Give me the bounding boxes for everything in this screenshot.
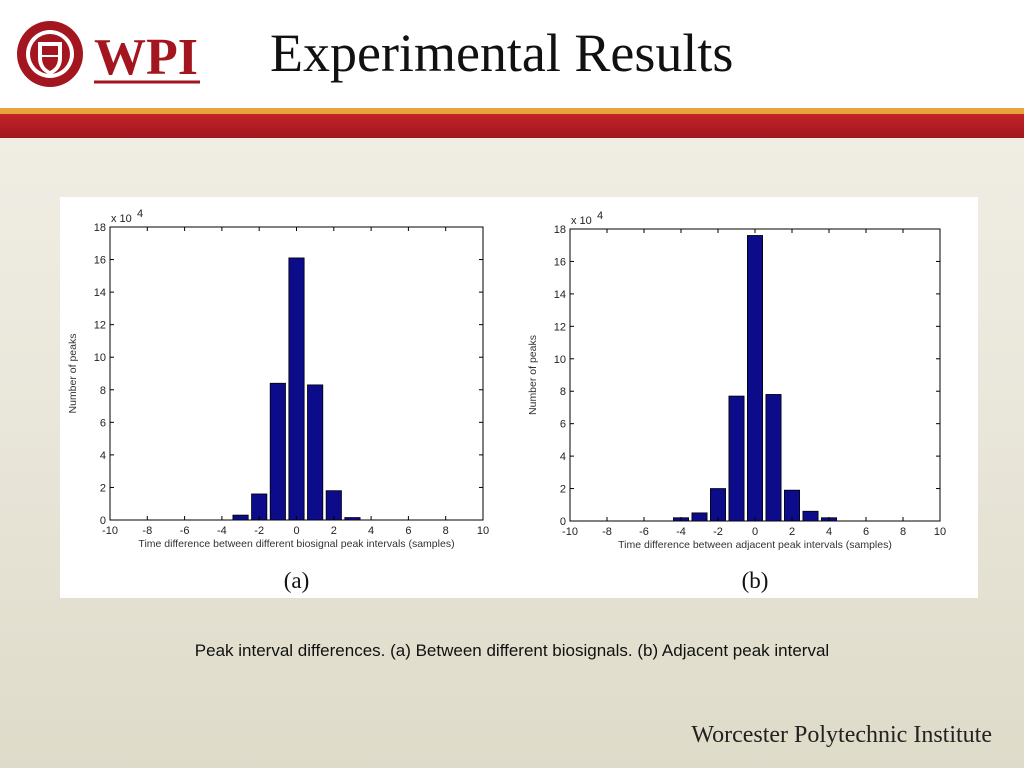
- chart-b-bar: [765, 394, 782, 522]
- figure-caption: Peak interval differences. (a) Between d…: [194, 641, 830, 660]
- chart-b-xtick-label: -6: [639, 526, 649, 538]
- chart-a-xtick-label: 10: [477, 525, 489, 537]
- chart-a-xtick-label: 2: [331, 525, 337, 537]
- chart-b-xtick-label: -2: [713, 526, 723, 538]
- chart-a-ytick-label: 6: [100, 417, 106, 429]
- chart-b-ytick-label: 6: [560, 419, 566, 431]
- chart-a-bar: [307, 384, 324, 521]
- chart-b-y-axis-label: Number of peaks: [527, 335, 539, 415]
- chart-b-xtick-label: -10: [562, 526, 578, 538]
- chart-a-ytick-label: 12: [94, 320, 106, 332]
- chart-b-xtick-label: -8: [602, 526, 612, 538]
- chart-a-ytick-label: 16: [94, 255, 106, 267]
- chart-b-bar: [691, 512, 708, 522]
- chart-b-bar: [784, 489, 800, 522]
- chart-b-xtick-label: 8: [900, 526, 906, 538]
- chart-a-bar: [288, 257, 305, 521]
- chart-b-ytick-label: 2: [560, 484, 566, 496]
- wpi-logo: WPI: [17, 21, 202, 87]
- chart-b-ytick-label: 18: [554, 224, 566, 236]
- slide-header: WPI Experimental Results: [0, 0, 1024, 108]
- chart-b-ytick-label: 10: [554, 354, 566, 366]
- chart-b-panel-label: (b): [742, 568, 769, 593]
- chart-a-ytick-label: 2: [100, 482, 106, 494]
- chart-a-ytick-label: 8: [100, 385, 106, 397]
- chart-a-x-axis-label: Time difference between different biosig…: [138, 538, 454, 550]
- header-band-orange: [0, 108, 1024, 114]
- chart-a-ytick-label: 18: [94, 222, 106, 234]
- chart-b-bar: [802, 510, 819, 522]
- chart-a-y-multiplier: x 10: [111, 213, 132, 225]
- chart-b-ytick-label: 8: [560, 386, 566, 398]
- chart-b-y-multiplier: x 10: [571, 215, 592, 227]
- chart-b-bar: [728, 395, 745, 522]
- chart-a-ytick-label: 4: [100, 450, 106, 462]
- chart-a-bar: [232, 514, 249, 521]
- chart-b-xtick-label: 4: [826, 526, 832, 538]
- chart-b-xtick-label: 0: [752, 526, 758, 538]
- chart-b-ytick-label: 12: [554, 321, 566, 333]
- chart-a-xtick-label: 0: [293, 525, 299, 537]
- chart-b-ytick-label: 0: [560, 516, 566, 528]
- chart-a-bar: [344, 517, 361, 521]
- chart-b-y-multiplier-exponent: 4: [597, 210, 603, 222]
- chart-a-xtick-label: -4: [217, 525, 227, 537]
- chart-b-xtick-label: 6: [863, 526, 869, 538]
- chart-b-bar: [747, 235, 763, 522]
- chart-a-xtick-label: 4: [368, 525, 374, 537]
- slide-title: Experimental Results: [270, 23, 734, 83]
- chart-a-xtick-label: -6: [180, 525, 190, 537]
- chart-b-xtick-label: -4: [676, 526, 686, 538]
- chart-b-ytick-label: 16: [554, 256, 566, 268]
- chart-a-xtick-label: -2: [254, 525, 264, 537]
- chart-a-bar: [269, 382, 286, 521]
- header-band-red: [0, 114, 1024, 138]
- chart-a-panel-label: (a): [284, 568, 310, 593]
- chart-b-xtick-label: 10: [934, 526, 946, 538]
- chart-b-xtick-label: 2: [789, 526, 795, 538]
- chart-a-xtick-label: -10: [102, 525, 118, 537]
- svg-text:WPI: WPI: [94, 29, 198, 86]
- chart-a-y-multiplier-exponent: 4: [137, 208, 143, 220]
- chart-a-ytick-label: 0: [100, 515, 106, 527]
- footer-institution: Worcester Polytechnic Institute: [691, 722, 992, 748]
- chart-b-bar: [710, 488, 726, 522]
- chart-b-ytick-label: 14: [554, 289, 566, 301]
- chart-a-ytick-label: 14: [94, 287, 106, 299]
- chart-a-xtick-label: -8: [142, 525, 152, 537]
- chart-a-ytick-label: 10: [94, 352, 106, 364]
- figure-panel: -10 -8 -6 -4 -2 0 2 4 6 8 10 0 2 4 6 8 10 12 14 16 18 x 10 4 Ti…: [60, 197, 978, 598]
- chart-b-ytick-label: 4: [560, 451, 566, 463]
- chart-a-xtick-label: 6: [405, 525, 411, 537]
- chart-a-xtick-label: 8: [443, 525, 449, 537]
- chart-a-y-axis-label: Number of peaks: [67, 334, 79, 414]
- chart-b-x-axis-label: Time difference between adjacent peak in…: [618, 539, 892, 551]
- chart-a-bar: [325, 490, 342, 521]
